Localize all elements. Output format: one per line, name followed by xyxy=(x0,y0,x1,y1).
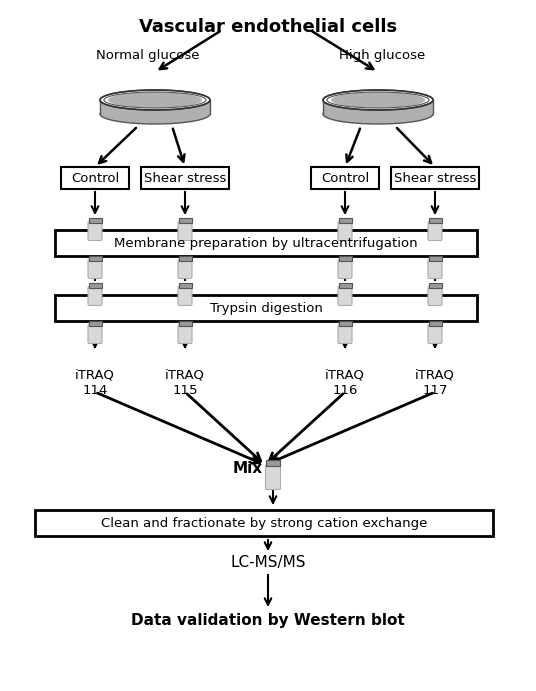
FancyBboxPatch shape xyxy=(338,222,352,240)
FancyBboxPatch shape xyxy=(323,100,433,114)
FancyBboxPatch shape xyxy=(178,260,192,278)
Bar xyxy=(428,218,442,223)
Bar xyxy=(428,256,442,261)
Bar xyxy=(178,256,191,261)
Bar xyxy=(35,510,493,536)
Text: Clean and fractionate by strong cation exchange: Clean and fractionate by strong cation e… xyxy=(101,516,427,529)
FancyBboxPatch shape xyxy=(178,325,192,343)
FancyBboxPatch shape xyxy=(338,287,352,305)
Text: Membrane preparation by ultracentrifugation: Membrane preparation by ultracentrifugat… xyxy=(114,236,418,249)
FancyBboxPatch shape xyxy=(100,100,210,114)
Bar xyxy=(266,460,280,466)
FancyBboxPatch shape xyxy=(88,287,102,305)
FancyBboxPatch shape xyxy=(88,222,102,240)
Text: High glucose: High glucose xyxy=(339,48,425,61)
FancyBboxPatch shape xyxy=(88,260,102,278)
FancyBboxPatch shape xyxy=(428,325,442,343)
FancyBboxPatch shape xyxy=(428,222,442,240)
Text: Trypsin digestion: Trypsin digestion xyxy=(210,301,323,314)
Ellipse shape xyxy=(100,90,210,110)
Bar xyxy=(178,321,191,326)
Text: Shear stress: Shear stress xyxy=(144,171,226,184)
Bar xyxy=(55,295,477,321)
FancyBboxPatch shape xyxy=(338,260,352,278)
Text: Control: Control xyxy=(321,171,369,184)
Bar xyxy=(311,167,379,189)
Bar xyxy=(428,283,442,288)
Bar xyxy=(141,167,229,189)
Bar xyxy=(88,283,101,288)
FancyBboxPatch shape xyxy=(88,325,102,343)
Ellipse shape xyxy=(100,104,210,124)
Ellipse shape xyxy=(323,104,433,124)
Text: Normal glucose: Normal glucose xyxy=(96,48,200,61)
Text: LC-MS/MS: LC-MS/MS xyxy=(230,554,306,569)
Text: Vascular endothelial cells: Vascular endothelial cells xyxy=(139,18,397,36)
Text: iTRAQ
114: iTRAQ 114 xyxy=(75,368,115,397)
Text: iTRAQ
116: iTRAQ 116 xyxy=(325,368,365,397)
Ellipse shape xyxy=(331,92,425,108)
Bar xyxy=(88,321,101,326)
Bar xyxy=(339,283,352,288)
Ellipse shape xyxy=(108,92,202,108)
FancyBboxPatch shape xyxy=(178,222,192,240)
FancyBboxPatch shape xyxy=(338,325,352,343)
Bar xyxy=(61,167,129,189)
FancyBboxPatch shape xyxy=(428,287,442,305)
Text: Control: Control xyxy=(71,171,119,184)
Bar xyxy=(391,167,479,189)
Bar xyxy=(428,321,442,326)
Bar xyxy=(339,256,352,261)
Ellipse shape xyxy=(323,90,433,110)
Bar xyxy=(55,230,477,256)
Bar xyxy=(88,256,101,261)
Text: iTRAQ
115: iTRAQ 115 xyxy=(165,368,205,397)
Text: iTRAQ
117: iTRAQ 117 xyxy=(415,368,455,397)
Bar xyxy=(178,218,191,223)
Bar xyxy=(178,283,191,288)
Bar xyxy=(339,218,352,223)
Text: Data validation by Western blot: Data validation by Western blot xyxy=(131,612,405,627)
Bar xyxy=(339,321,352,326)
Text: Shear stress: Shear stress xyxy=(394,171,476,184)
FancyBboxPatch shape xyxy=(428,260,442,278)
FancyBboxPatch shape xyxy=(265,464,280,489)
FancyBboxPatch shape xyxy=(178,287,192,305)
Bar xyxy=(88,218,101,223)
Text: Mix: Mix xyxy=(233,460,263,475)
